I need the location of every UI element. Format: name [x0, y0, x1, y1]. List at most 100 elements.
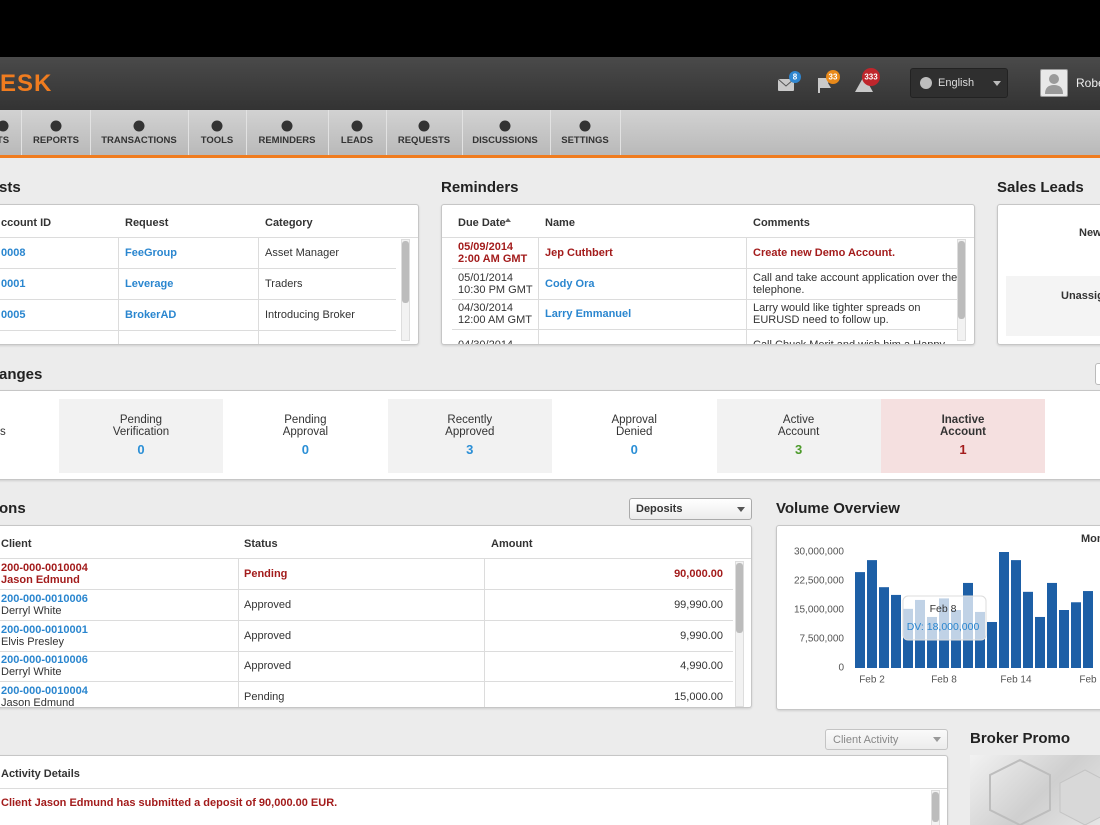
volume-panel	[776, 525, 1100, 710]
status-count: 1	[959, 442, 967, 457]
column-divider	[746, 238, 747, 344]
nav-item[interactable]: REQUESTS	[397, 135, 451, 146]
column-header: Activity Details	[1, 768, 80, 780]
top-bar	[0, 0, 1100, 57]
client-name: Derryl White	[1, 604, 62, 617]
column-header: Comments	[753, 217, 810, 229]
nav-item[interactable]: TS	[0, 135, 10, 146]
client-id: 200-000-0010004	[1, 562, 88, 574]
status-label: Active Account	[777, 414, 820, 438]
reminders-panel: Due Date Name Comments 05/09/2014 2:00 AM G…	[441, 204, 975, 345]
filter-value: Client Activity	[833, 733, 899, 746]
reminder-name: Cody Ora	[545, 278, 595, 290]
column-header: Amount	[491, 538, 533, 550]
requests-panel: ccount ID Request Category 0008 FeeGroup Asse…	[0, 204, 419, 345]
status-cell	[59, 399, 223, 473]
amount: 4,990.00	[680, 660, 723, 673]
language: English	[938, 77, 975, 89]
status-count: 3	[466, 442, 474, 457]
client-name: Derryl White	[1, 666, 62, 679]
due-date: 05/01/2014 10:30 PM GMT	[458, 272, 533, 296]
nav-item[interactable]: SETTINGS	[561, 135, 609, 146]
column-divider	[238, 559, 239, 707]
reminder-comment: Call Chuck Merit and wish him a Happy	[753, 339, 945, 345]
nav-item[interactable]: REPORTS	[33, 135, 79, 146]
scroll-thumb	[932, 792, 939, 822]
nav-accent	[0, 155, 1100, 158]
nav-separator	[462, 110, 463, 155]
scroll-thumb	[402, 241, 409, 303]
filter-select[interactable]	[825, 729, 948, 750]
due-date: 05/09/2014 2:00 AM GMT	[458, 241, 528, 265]
nav-item[interactable]: TRANSACTIONS	[101, 135, 177, 146]
column-header: ccount ID	[1, 217, 52, 229]
row-divider	[442, 237, 974, 238]
table-cell: Asset Manager	[265, 247, 339, 259]
scroll-thumb	[958, 241, 965, 319]
status-label: Recently Approved	[445, 414, 495, 438]
column-divider	[538, 238, 539, 344]
status-cell	[223, 399, 388, 473]
reminder-comment: Larry would like tighter spreads on EURU…	[753, 302, 921, 326]
row-divider	[0, 788, 947, 789]
status-cell	[387, 399, 552, 473]
status-cell	[716, 399, 881, 473]
table-cell: 0008	[1, 247, 26, 259]
client-name: Jason Edmund	[1, 697, 75, 708]
nav-item[interactable]: DISCUSSIONS	[472, 135, 538, 146]
nav-separator	[386, 110, 387, 155]
row-divider	[0, 268, 396, 269]
column-header: Name	[545, 217, 575, 229]
nav-item[interactable]: TOOLS	[200, 135, 234, 146]
status: Approved	[244, 660, 292, 673]
row-divider	[452, 329, 957, 330]
status-count: 3	[794, 442, 803, 457]
reminder-name: Larry Emmanuel	[545, 308, 632, 320]
button[interactable]	[1095, 363, 1100, 385]
reminder-comment: Call and take account application over t…	[753, 272, 958, 296]
avatar[interactable]	[1040, 69, 1068, 97]
client-id: 200-000-0010006	[1, 592, 88, 605]
row-divider	[452, 268, 957, 269]
section-title: ons	[0, 500, 26, 517]
reminder-comment: Create new Demo Account.	[753, 247, 896, 259]
scroll-thumb	[736, 563, 743, 633]
nav-item[interactable]: LEADS	[340, 135, 374, 146]
row-divider	[0, 330, 396, 331]
status-label: Pending Approval	[282, 414, 329, 438]
section-title: anges	[0, 366, 43, 383]
status: Pending	[244, 691, 285, 704]
status: Approved	[244, 629, 292, 642]
column-header: Client	[1, 538, 32, 550]
row-divider	[0, 299, 396, 300]
nav-separator	[550, 110, 551, 155]
amount: 15,000.00	[674, 691, 723, 704]
status-cell	[881, 399, 1045, 473]
amount: 90,000.00	[674, 568, 723, 580]
status-panel: s Pending Verification 0 Pending Approval 0 R…	[0, 390, 1100, 480]
status: Pending	[244, 568, 288, 580]
column-header: Category	[265, 217, 313, 229]
lead-item: Unassig	[1061, 290, 1100, 302]
filter-select[interactable]	[629, 498, 752, 520]
nav-separator	[246, 110, 247, 155]
client-id: 200-000-0010006	[1, 654, 88, 667]
status-count: 0	[630, 442, 638, 457]
transactions-panel: Client Status Amount 200-000-0010004 Jason E…	[0, 525, 752, 708]
status-label: Inactive Account	[940, 414, 986, 438]
nav-item[interactable]: REMINDERS	[258, 135, 316, 146]
table-cell: 0001	[1, 278, 26, 290]
status-count: 0	[137, 442, 145, 457]
promo-image	[970, 755, 1100, 825]
sales-leads-panel: New Unassig	[997, 204, 1100, 345]
column-header: Due Date	[458, 217, 506, 229]
column-divider	[484, 559, 485, 707]
table-cell: Leverage	[125, 278, 174, 290]
table-cell: BrokerAD	[125, 309, 177, 321]
status-label: s	[0, 426, 6, 438]
reminder-name: Jep Cuthbert	[545, 247, 613, 259]
scrollbar	[735, 561, 744, 707]
status-label: Approval Denied	[611, 414, 657, 438]
column-header: Request	[125, 217, 169, 229]
